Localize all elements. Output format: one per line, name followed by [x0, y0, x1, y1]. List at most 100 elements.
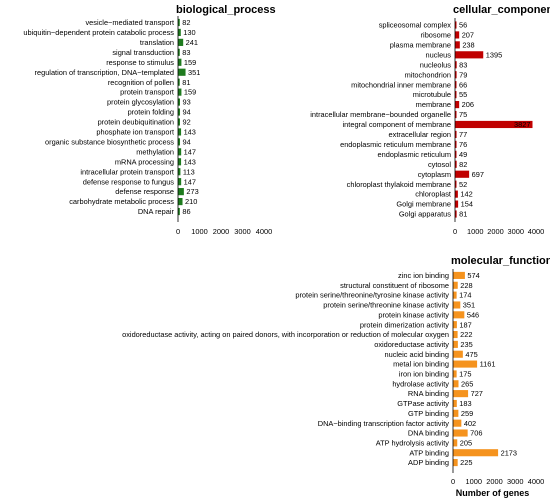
panel-title: molecular_function [451, 255, 550, 267]
bar [453, 390, 469, 398]
value-label: 83 [459, 60, 467, 69]
bar [453, 360, 478, 368]
category-label: structural constituent of ribosome [340, 281, 449, 290]
bar [453, 449, 499, 457]
value-label: 1395 [486, 50, 502, 59]
category-label: chloroplast thylakoid membrane [347, 180, 451, 189]
category-label: protein serine/threonine/tyrosine kinase… [295, 291, 449, 300]
value-label: 49 [459, 150, 467, 159]
value-label: 174 [459, 291, 471, 300]
value-label: 82 [459, 160, 467, 169]
bar [455, 200, 459, 208]
x-tick-label: 0 [453, 227, 457, 236]
bar [455, 170, 470, 178]
category-label: extracellular region [389, 130, 451, 139]
bar [178, 138, 181, 146]
bar [178, 58, 182, 66]
category-label: cytosol [428, 160, 451, 169]
value-label: 1161 [480, 360, 496, 369]
bar [455, 71, 457, 79]
value-label: 210 [185, 197, 197, 206]
value-label: 92 [182, 118, 190, 127]
category-label: endoplasmic reticulum membrane [340, 140, 451, 149]
bar [453, 439, 458, 447]
category-label: nucleolus [420, 60, 452, 69]
value-label: 75 [459, 110, 467, 119]
bar [453, 399, 457, 408]
category-label: oxidoreductase activity, acting on paire… [122, 330, 449, 339]
category-label: protein transport [120, 88, 174, 97]
bar [178, 88, 182, 96]
bar [178, 108, 181, 116]
category-label: membrane [416, 100, 451, 109]
bar [453, 281, 458, 289]
x-tick-label: 1000 [467, 227, 483, 236]
value-label: 475 [465, 350, 477, 359]
bar [178, 68, 186, 76]
bar [455, 210, 457, 218]
value-label: 94 [183, 108, 191, 117]
category-label: signal transduction [112, 48, 174, 57]
category-label: carbohydrate metabolic process [69, 197, 174, 206]
value-label: 228 [460, 281, 472, 290]
bar [178, 18, 180, 27]
x-tick-label: 1000 [466, 477, 482, 486]
value-label: 83 [182, 48, 190, 57]
x-tick-label: 3000 [507, 477, 523, 486]
category-label: DNA−binding transcription factor activit… [318, 419, 450, 428]
category-label: recognition of pollen [108, 78, 174, 87]
value-label: 130 [183, 28, 195, 37]
value-label: 76 [459, 140, 467, 149]
bar [455, 31, 460, 39]
category-label: spliceosomal complex [379, 21, 452, 30]
value-label: 546 [467, 310, 479, 319]
x-tick-label: 1000 [191, 227, 207, 236]
category-label: hydrolase activity [392, 379, 449, 388]
x-tick-label: 3000 [508, 227, 524, 236]
category-label: ubiquitin−dependent protein catabolic pr… [23, 28, 174, 37]
value-label: 143 [184, 157, 196, 166]
bar [455, 150, 457, 158]
value-label: 259 [461, 409, 473, 418]
bar [453, 301, 461, 309]
value-label: 147 [184, 177, 196, 186]
bar [453, 380, 459, 388]
value-label: 56 [459, 21, 467, 30]
value-label: 82 [182, 18, 190, 27]
category-label: response to stimulus [106, 58, 174, 67]
value-label: 113 [183, 167, 195, 176]
value-label: 79 [459, 70, 467, 79]
bar [178, 197, 183, 206]
category-label: vesicle−mediated transport [85, 18, 174, 27]
bar [178, 78, 180, 86]
x-tick-label: 4000 [528, 227, 544, 236]
value-label: 183 [459, 399, 471, 408]
bar [453, 350, 463, 358]
value-label: 207 [462, 31, 474, 40]
category-label: Golgi apparatus [399, 210, 451, 219]
value-label: 55 [459, 90, 467, 99]
category-label: intracellular membrane−bounded organelle [310, 110, 451, 119]
bar [178, 158, 182, 166]
value-label: 402 [464, 419, 476, 428]
value-label: 238 [462, 40, 474, 49]
category-label: protein glycosylation [107, 98, 174, 107]
category-label: protein serine/threonine kinase activity [323, 301, 449, 310]
category-label: protein folding [128, 108, 174, 117]
category-label: DNA repair [138, 207, 175, 216]
category-label: DNA binding [408, 429, 449, 438]
x-tick-label: 2000 [486, 477, 502, 486]
bar [453, 271, 465, 279]
bar [455, 100, 460, 109]
category-label: intracellular protein transport [80, 167, 174, 176]
category-label: ATP binding [409, 448, 449, 457]
category-label: ATP hydrolysis activity [376, 438, 450, 447]
value-label: 351 [463, 301, 475, 310]
value-label: 142 [460, 190, 472, 199]
category-label: translation [140, 38, 174, 47]
bar [455, 160, 457, 168]
bar [178, 168, 181, 176]
value-label: 206 [462, 100, 474, 109]
category-label: Golgi membrane [396, 200, 451, 209]
